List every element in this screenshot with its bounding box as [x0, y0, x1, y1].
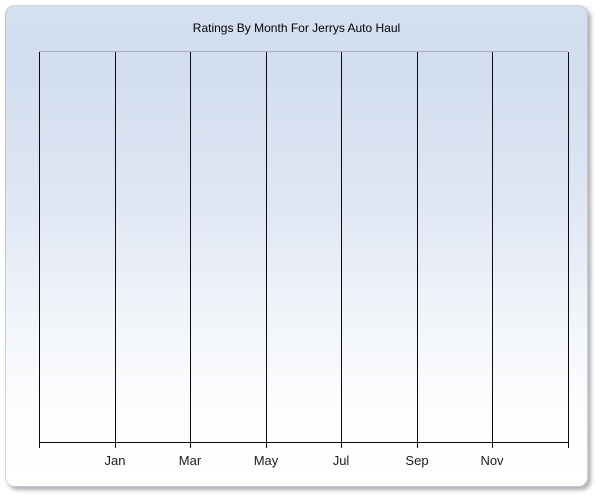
gridline [115, 52, 116, 448]
x-tick-label: Jul [332, 453, 350, 468]
gridline [39, 52, 40, 448]
gridline [341, 52, 342, 448]
gridline [568, 52, 569, 448]
gridline [417, 52, 418, 448]
gridline [190, 52, 191, 448]
gridline [266, 52, 267, 448]
x-tick-label: Mar [178, 453, 202, 468]
x-tick-label: Jan [104, 453, 126, 468]
chart-title: Ratings By Month For Jerrys Auto Haul [192, 21, 401, 35]
x-tick-label: Sep [405, 453, 429, 468]
x-tick-label: May [253, 453, 279, 468]
plot-area: Jan Mar May Jul Sep Nov [39, 51, 569, 468]
x-axis-line [39, 442, 569, 443]
x-tick-label: Nov [480, 453, 504, 468]
gridline [492, 52, 493, 448]
chart-panel: Ratings By Month For Jerrys Auto Haul Ja… [5, 5, 588, 487]
